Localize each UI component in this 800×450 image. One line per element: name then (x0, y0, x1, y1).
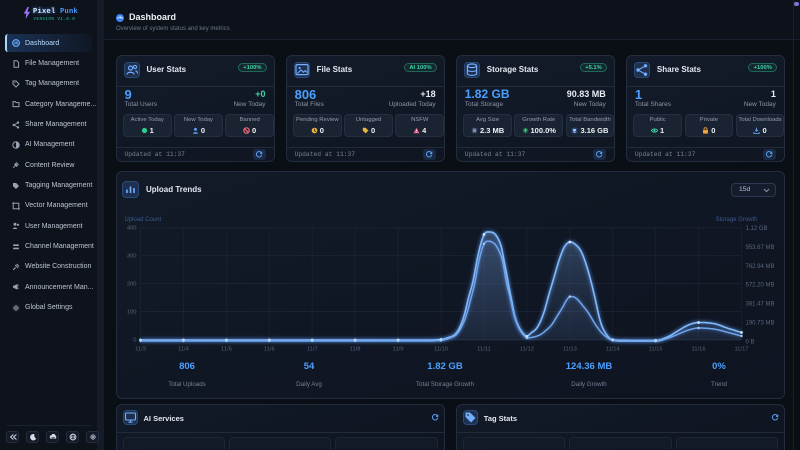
svg-text:300: 300 (126, 254, 136, 260)
svg-text:1.12 GB: 1.12 GB (745, 226, 767, 232)
svg-text:11/7: 11/7 (306, 347, 317, 353)
svg-text:100: 100 (126, 310, 136, 316)
svg-text:953.67 MB: 953.67 MB (745, 245, 774, 251)
svg-text:572.20 MB: 572.20 MB (745, 283, 774, 289)
svg-text:11/12: 11/12 (519, 347, 533, 353)
svg-text:11/14: 11/14 (605, 347, 620, 353)
svg-text:11/4: 11/4 (177, 347, 189, 353)
svg-text:400: 400 (126, 226, 136, 232)
svg-text:Upload Count: Upload Count (124, 217, 161, 223)
svg-text:11/9: 11/9 (392, 347, 403, 353)
svg-text:Storage Growth: Storage Growth (715, 217, 757, 223)
svg-text:11/3: 11/3 (135, 347, 146, 353)
svg-text:11/17: 11/17 (734, 347, 748, 353)
svg-text:200: 200 (126, 282, 136, 288)
svg-text:0: 0 (133, 338, 136, 344)
svg-text:11/11: 11/11 (477, 347, 491, 353)
svg-text:381.47 MB: 381.47 MB (745, 302, 774, 308)
svg-text:11/16: 11/16 (691, 347, 705, 353)
svg-text:0 B: 0 B (745, 340, 754, 346)
svg-text:11/15: 11/15 (648, 347, 662, 353)
svg-text:11/6: 11/6 (263, 347, 274, 353)
svg-text:762.94 MB: 762.94 MB (745, 264, 774, 270)
svg-text:11/5: 11/5 (220, 347, 231, 353)
svg-text:190.73 MB: 190.73 MB (745, 321, 774, 327)
svg-text:11/13: 11/13 (562, 347, 576, 353)
svg-text:11/10: 11/10 (433, 347, 447, 353)
svg-text:11/8: 11/8 (349, 347, 360, 353)
